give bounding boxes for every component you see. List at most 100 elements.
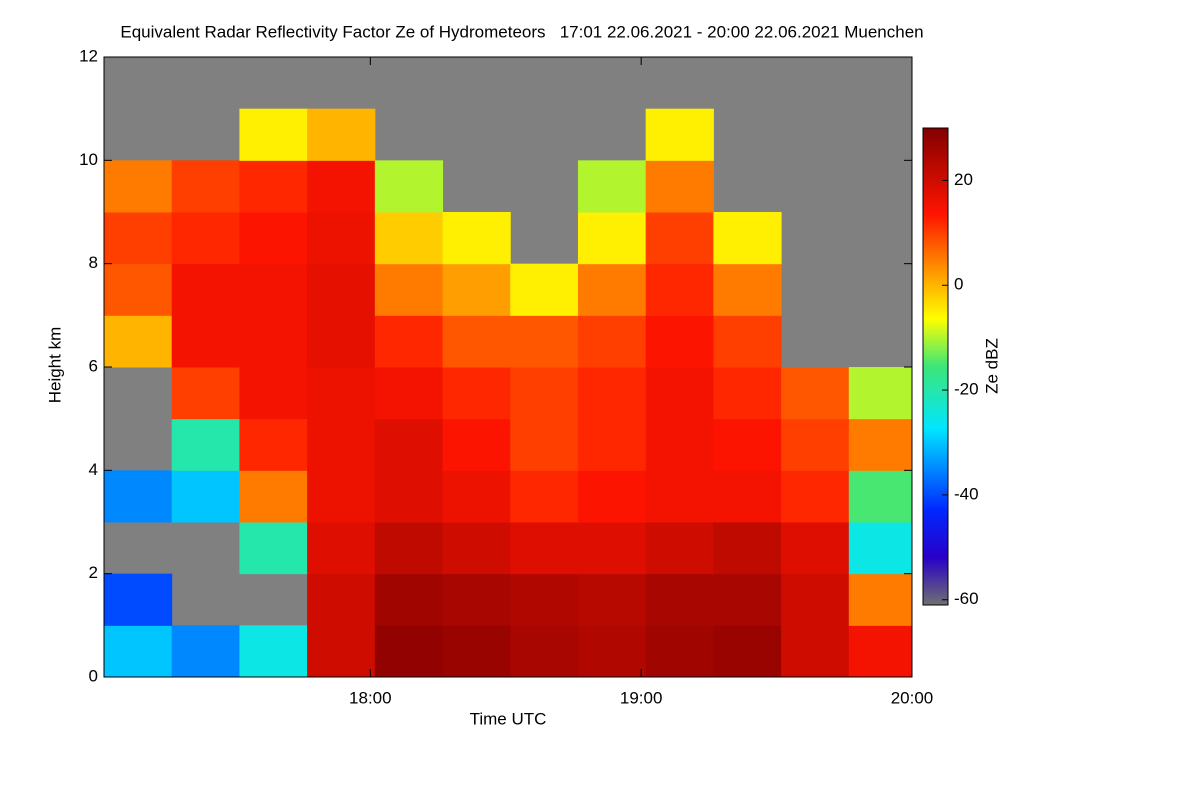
heatmap-cell [577, 160, 647, 213]
heatmap-cell [374, 263, 444, 316]
heatmap-cell [374, 470, 444, 523]
heatmap-cell [510, 470, 579, 523]
heatmap-cell [442, 263, 511, 316]
heatmap-cell [713, 625, 782, 678]
heatmap-cell [781, 573, 850, 626]
heatmap-cell [239, 108, 308, 161]
y-tick-label: 12 [79, 46, 98, 65]
heatmap-cell [713, 263, 782, 316]
heatmap-cell [645, 418, 714, 471]
heatmap-cell [713, 212, 782, 265]
heatmap-cell [171, 625, 240, 678]
heatmap-cell [239, 522, 308, 575]
colorbar-tick-label: -20 [954, 380, 979, 399]
heatmap-cell [577, 418, 647, 471]
heatmap-cell [577, 212, 647, 265]
x-tick-label: 20:00 [891, 688, 934, 707]
heatmap-cell [442, 367, 511, 420]
heatmap-cell [374, 315, 444, 368]
heatmap-cell [307, 418, 376, 471]
heatmap-cell [374, 212, 444, 265]
heatmap-cell [442, 315, 511, 368]
heatmap-cell [104, 315, 173, 368]
heatmap-cell [374, 367, 444, 420]
colorbar [922, 127, 949, 606]
heatmap-cell [510, 418, 579, 471]
heatmap-cell [848, 418, 913, 471]
heatmap-cell [645, 470, 714, 523]
heatmap-cell [307, 522, 376, 575]
heatmap-cell [239, 470, 308, 523]
y-tick-label: 2 [89, 563, 98, 582]
heatmap-cell [577, 367, 647, 420]
heatmap-cell [239, 625, 308, 678]
heatmap-cell [781, 625, 850, 678]
heatmap-cell [510, 263, 579, 316]
heatmap-cell [713, 522, 782, 575]
heatmap-cell [239, 315, 308, 368]
heatmap-cell [645, 367, 714, 420]
heatmap-cell [307, 315, 376, 368]
heatmap-cell [442, 573, 511, 626]
heatmap-cell [307, 367, 376, 420]
y-axis-label: Height km [45, 327, 64, 404]
colorbar-tick-label: -40 [954, 484, 979, 503]
heatmap-cell [307, 160, 376, 213]
heatmap-cell [171, 212, 240, 265]
heatmap-cell [645, 263, 714, 316]
heatmap-cell [781, 522, 850, 575]
heatmap-cell [848, 470, 913, 523]
heatmap-cell [374, 522, 444, 575]
heatmap-cell [104, 470, 173, 523]
heatmap-cell [104, 263, 173, 316]
heatmap-cell [645, 108, 714, 161]
heatmap-cell [577, 315, 647, 368]
heatmap-cell [104, 625, 173, 678]
x-tick-label: 18:00 [349, 688, 392, 707]
heatmap-cell [781, 418, 850, 471]
heatmap-cell [510, 625, 579, 678]
heatmap-cell [171, 315, 240, 368]
heatmap-cell [510, 367, 579, 420]
heatmap-cell [374, 160, 444, 213]
heatmap-cell [713, 418, 782, 471]
heatmap-cell [510, 522, 579, 575]
y-tick-label: 4 [89, 460, 98, 479]
x-axis-label: Time UTC [470, 709, 547, 728]
heatmap-cell [239, 160, 308, 213]
heatmap-cell [171, 470, 240, 523]
heatmap-cell [171, 160, 240, 213]
heatmap-cell [104, 212, 173, 265]
heatmap-cell [442, 522, 511, 575]
heatmap-cell [374, 573, 444, 626]
heatmap-cell [171, 263, 240, 316]
heatmap-cell [307, 263, 376, 316]
colorbar-tick-label: 0 [954, 275, 963, 294]
heatmap-cell [307, 625, 376, 678]
heatmap-cell [171, 418, 240, 471]
chart-title: Equivalent Radar Reflectivity Factor Ze … [120, 22, 923, 41]
heatmap-cell [374, 625, 444, 678]
heatmap-cell [848, 625, 913, 678]
y-tick-label: 0 [89, 666, 98, 685]
heatmap-cell [713, 470, 782, 523]
heatmap-cell [577, 573, 647, 626]
heatmap-cell [713, 367, 782, 420]
colorbar-tick-label: 20 [954, 170, 973, 189]
heatmap-cell [781, 470, 850, 523]
x-tick-label: 19:00 [620, 688, 663, 707]
y-tick-label: 6 [89, 356, 98, 375]
heatmap-cell [171, 367, 240, 420]
y-tick-label: 10 [79, 150, 98, 169]
heatmap-cell [645, 522, 714, 575]
heatmap-cell [374, 418, 444, 471]
heatmap-cell [510, 573, 579, 626]
heatmap-cell [645, 573, 714, 626]
heatmap-cell [239, 418, 308, 471]
heatmap-cell [442, 212, 511, 265]
heatmap-cell [645, 160, 714, 213]
heatmap-cell [577, 625, 647, 678]
heatmap-cell [307, 573, 376, 626]
heatmap-cell [848, 522, 913, 575]
